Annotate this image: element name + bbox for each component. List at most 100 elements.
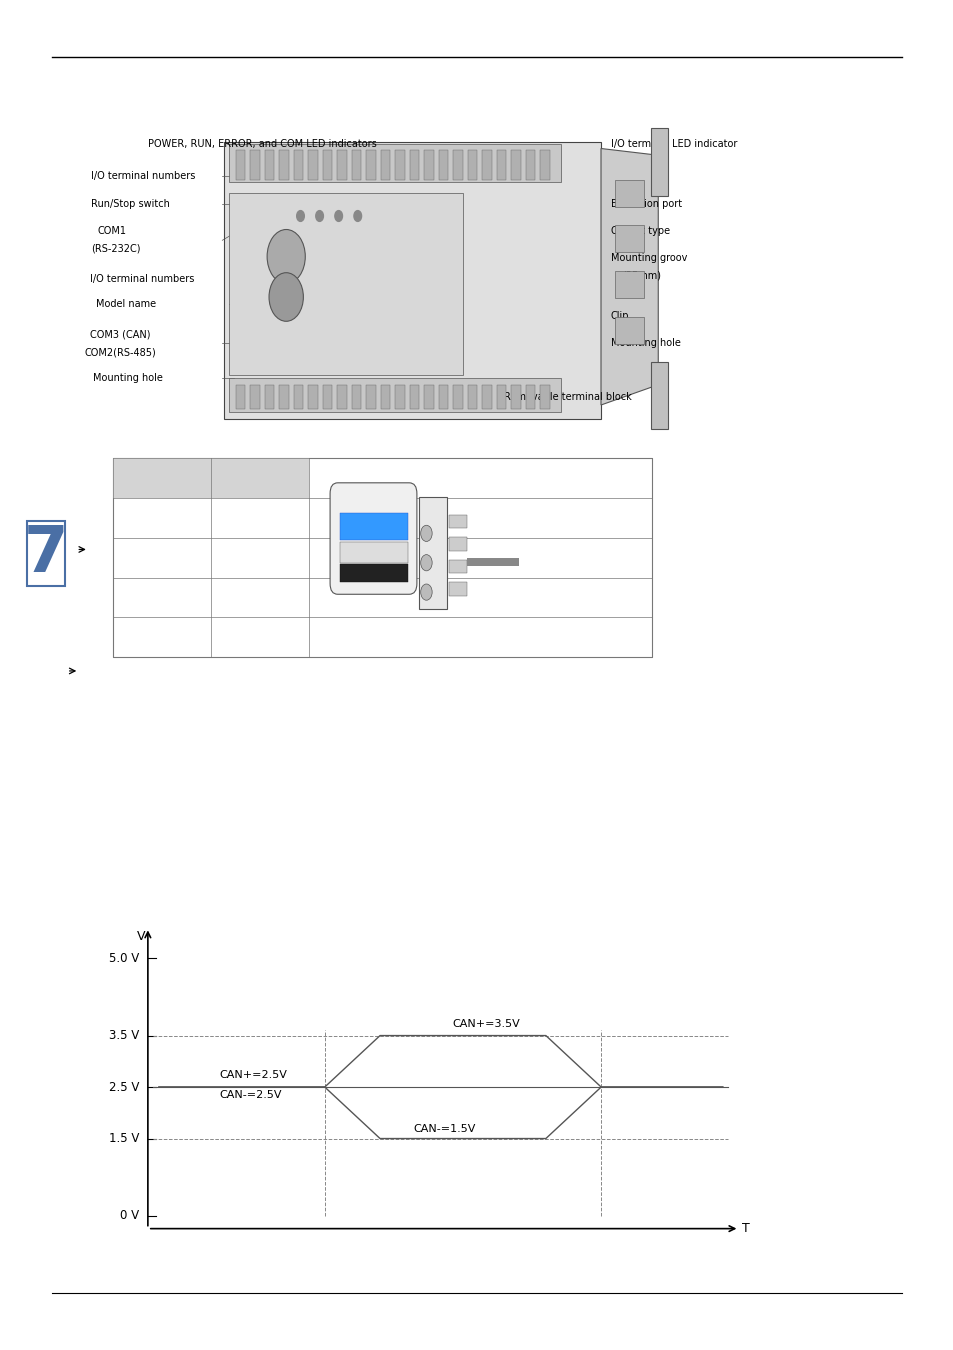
Bar: [525, 150, 535, 180]
Bar: [453, 150, 462, 180]
Text: Mounting hole: Mounting hole: [93, 373, 163, 383]
Circle shape: [335, 211, 342, 221]
Bar: [539, 385, 549, 409]
Bar: [449, 560, 466, 574]
Bar: [294, 150, 303, 180]
Bar: [481, 385, 491, 409]
Bar: [395, 385, 404, 409]
Bar: [229, 144, 560, 182]
Bar: [615, 180, 643, 207]
Text: 2.5 V: 2.5 V: [109, 1080, 139, 1094]
Bar: [322, 150, 332, 180]
Bar: [336, 150, 346, 180]
Text: (RS-232C): (RS-232C): [91, 243, 141, 254]
Bar: [264, 385, 274, 409]
Bar: [279, 150, 289, 180]
Text: 1.5 V: 1.5 V: [109, 1133, 139, 1145]
Bar: [497, 150, 506, 180]
Text: Mounting hole: Mounting hole: [610, 338, 679, 348]
Bar: [424, 150, 434, 180]
Text: 0 V: 0 V: [120, 1210, 139, 1222]
Text: COM3 (CAN): COM3 (CAN): [90, 329, 150, 340]
Text: 3.5 V: 3.5 V: [110, 1029, 139, 1042]
Bar: [615, 271, 643, 298]
Bar: [409, 150, 418, 180]
Bar: [409, 385, 418, 409]
Text: 5.0 V: 5.0 V: [110, 952, 139, 965]
Bar: [235, 385, 245, 409]
Bar: [250, 150, 259, 180]
Bar: [339, 564, 408, 582]
Bar: [352, 150, 361, 180]
Bar: [229, 378, 560, 412]
Text: Mounting groov: Mounting groov: [610, 252, 686, 263]
Bar: [497, 385, 506, 409]
Bar: [650, 128, 667, 196]
Bar: [615, 317, 643, 344]
Bar: [352, 385, 361, 409]
Bar: [229, 193, 462, 375]
Circle shape: [420, 585, 432, 601]
Bar: [438, 150, 448, 180]
Text: (35mm): (35mm): [621, 270, 660, 281]
Bar: [112, 458, 651, 657]
Bar: [380, 385, 390, 409]
Text: I/O terminal LED indicator: I/O terminal LED indicator: [610, 139, 736, 150]
Text: Clip: Clip: [610, 310, 628, 321]
Text: Removable terminal block: Removable terminal block: [503, 392, 631, 402]
FancyBboxPatch shape: [330, 483, 416, 594]
Text: Run/Stop switch: Run/Stop switch: [91, 198, 170, 209]
Text: Extension port: Extension port: [610, 198, 681, 209]
Circle shape: [269, 273, 303, 321]
Bar: [339, 513, 408, 540]
Text: POWER, RUN, ERROR, and COM LED indicators: POWER, RUN, ERROR, and COM LED indicator…: [148, 139, 376, 150]
Bar: [339, 541, 408, 563]
Bar: [449, 537, 466, 551]
Bar: [466, 558, 518, 566]
Circle shape: [296, 211, 304, 221]
Bar: [27, 521, 65, 586]
Bar: [366, 385, 375, 409]
Bar: [467, 385, 476, 409]
Text: I/O terminal numbers: I/O terminal numbers: [91, 170, 194, 181]
Bar: [525, 385, 535, 409]
Bar: [308, 385, 317, 409]
Text: I/O terminal numbers: I/O terminal numbers: [90, 274, 193, 285]
Bar: [424, 385, 434, 409]
Bar: [308, 150, 317, 180]
Circle shape: [420, 525, 432, 541]
Bar: [449, 582, 466, 595]
Circle shape: [420, 555, 432, 571]
Text: COM2(RS-485): COM2(RS-485): [85, 347, 156, 358]
Bar: [539, 150, 549, 180]
Text: CAN-=1.5V: CAN-=1.5V: [413, 1125, 476, 1134]
Text: Model name: Model name: [96, 298, 156, 309]
Bar: [322, 385, 332, 409]
Bar: [336, 385, 346, 409]
Text: 7: 7: [24, 522, 68, 585]
Text: CAN-=2.5V: CAN-=2.5V: [219, 1091, 282, 1100]
Bar: [264, 150, 274, 180]
Text: V: V: [136, 930, 145, 944]
Bar: [380, 150, 390, 180]
Bar: [418, 497, 447, 609]
Bar: [235, 150, 245, 180]
Bar: [112, 458, 309, 498]
Bar: [650, 362, 667, 429]
Bar: [294, 385, 303, 409]
Bar: [449, 514, 466, 528]
Circle shape: [315, 211, 323, 221]
Circle shape: [267, 230, 305, 284]
Text: Output type: Output type: [610, 225, 669, 236]
Polygon shape: [600, 148, 658, 405]
Text: COM1: COM1: [97, 225, 126, 236]
Bar: [467, 150, 476, 180]
Bar: [438, 385, 448, 409]
Bar: [453, 385, 462, 409]
Bar: [279, 385, 289, 409]
Bar: [395, 150, 404, 180]
Text: CAN+=2.5V: CAN+=2.5V: [219, 1071, 287, 1080]
Bar: [366, 150, 375, 180]
Bar: [615, 225, 643, 252]
Bar: [511, 385, 520, 409]
